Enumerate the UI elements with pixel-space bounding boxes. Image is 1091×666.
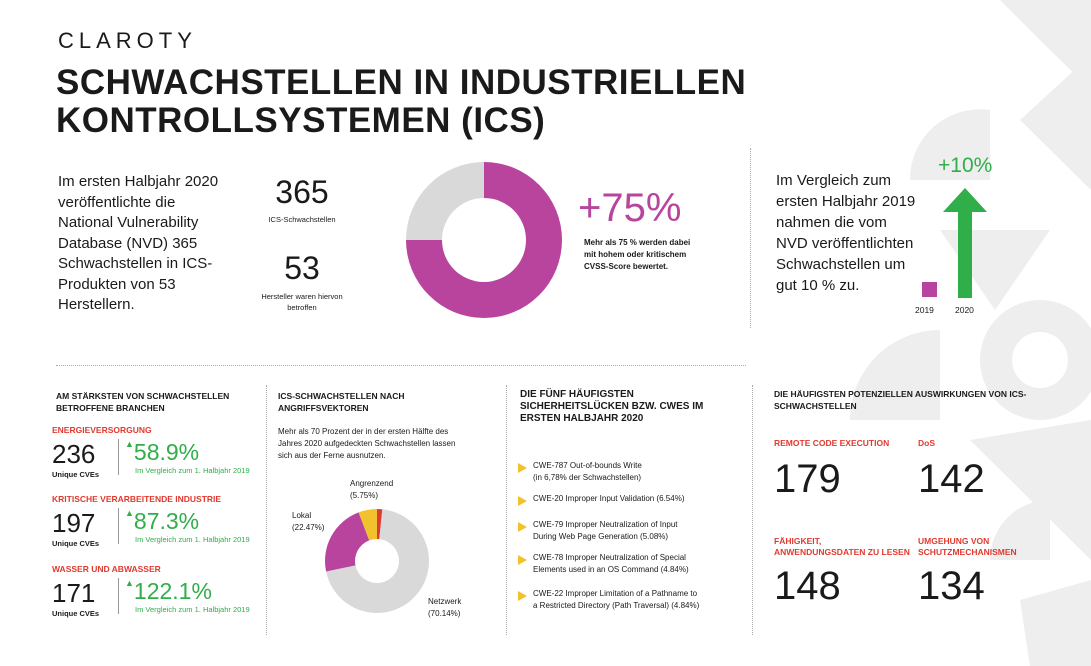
industry-unit: Unique CVEs bbox=[52, 470, 100, 479]
cwe-list: CWE-787 Out-of-bounds Write (in 6,78% der… bbox=[518, 460, 738, 612]
list-item: CWE-22 Improper Limitation of a Pathname… bbox=[518, 588, 738, 612]
industry-block-1: KRITISCHE VERARBEITENDE INDUSTRIE 197 Un… bbox=[52, 494, 262, 548]
cwe-line-2: (in 6,78% der Schwachstellen) bbox=[533, 473, 642, 482]
cwes-heading: DIE FÜNF HÄUFIGSTEN SICHERHEITSLÜCKEN BZ… bbox=[520, 389, 704, 424]
vectors-donut-chart bbox=[325, 509, 429, 613]
vendor-label: Hersteller waren hiervon betroffen bbox=[261, 292, 343, 312]
cwe-line-2: a Restricted Directory (Path Traversal) … bbox=[533, 601, 700, 610]
impact-label: REMOTE CODE EXECUTION bbox=[774, 438, 890, 448]
vuln-count: 365 bbox=[275, 174, 329, 210]
impact-value: 148 bbox=[774, 564, 841, 608]
cwe-line-1: CWE-79 Improper Neutralization of Input bbox=[533, 520, 678, 529]
intro-text: Im ersten Halbjahr 2020 veröffentlichte … bbox=[58, 173, 219, 313]
industry-note: Im Vergleich zum 1. Halbjahr 2019 bbox=[135, 535, 250, 544]
impact-dos: DoS 142 bbox=[918, 438, 1048, 502]
impacts-heading: DIE HÄUFIGSTEN POTENZIELLEN AUSWIRKUNGEN… bbox=[774, 389, 1027, 411]
cwe-line-1: CWE-22 Improper Limitation of a Pathname… bbox=[533, 589, 698, 598]
divider-vertical bbox=[752, 385, 753, 635]
list-item: CWE-78 Improper Neutralization of Specia… bbox=[518, 552, 738, 588]
slice-name: Angrenzend bbox=[350, 479, 394, 488]
chevron-right-icon bbox=[518, 522, 527, 532]
divider-horizontal bbox=[56, 365, 746, 366]
industry-name: WASSER UND ABWASSER bbox=[52, 564, 161, 574]
divider-vertical bbox=[266, 385, 267, 635]
cwe-line-2: During Web Page Generation (5.08%) bbox=[533, 532, 669, 541]
chevron-right-icon bbox=[518, 496, 527, 506]
up-arrow-icon: ▲ bbox=[125, 508, 134, 518]
donut-slice-high-critical bbox=[406, 162, 562, 318]
industry-count: 197 bbox=[52, 508, 96, 538]
vector-slice-lokal bbox=[325, 512, 370, 572]
chevron-right-icon bbox=[518, 463, 527, 473]
impact-rce: REMOTE CODE EXECUTION 179 bbox=[774, 438, 904, 502]
impact-label: FÄHIGKEIT, ANWENDUNGSDATEN ZU LESEN bbox=[774, 536, 910, 557]
industry-pct: 87.3% bbox=[133, 508, 200, 534]
bar-2020-arrow bbox=[943, 188, 987, 298]
up-arrow-icon: ▲ bbox=[125, 439, 134, 449]
cwe-line-2: Elements used in an OS Command (4.84%) bbox=[533, 565, 689, 574]
year-2019-label: 2019 bbox=[915, 305, 934, 315]
slice-label-netzwerk: Netzwerk (70.14%) bbox=[428, 596, 461, 620]
industry-unit: Unique CVEs bbox=[52, 539, 100, 548]
severity-donut-chart bbox=[406, 162, 562, 318]
vectors-text: Mehr als 70 Prozent der in der ersten Hä… bbox=[278, 427, 456, 460]
growth-bar-chart bbox=[922, 188, 987, 298]
title-line-1: SCHWACHSTELLEN IN INDUSTRIELLEN bbox=[56, 63, 747, 102]
impact-value: 134 bbox=[918, 564, 985, 608]
vector-slice-other bbox=[377, 509, 383, 540]
impact-label: UMGEHUNG VON SCHUTZMECHANISMEN bbox=[918, 536, 1017, 557]
industry-name: ENERGIEVERSORGUNG bbox=[52, 425, 152, 435]
up-arrow-icon: ▲ bbox=[125, 578, 134, 588]
impact-bypass: UMGEHUNG VON SCHUTZMECHANISMEN 134 bbox=[918, 536, 1038, 609]
slice-name: Lokal bbox=[292, 511, 312, 520]
impact-value: 142 bbox=[918, 457, 985, 501]
vector-slice-netzwerk bbox=[326, 509, 429, 613]
industry-note: Im Vergleich zum 1. Halbjahr 2019 bbox=[135, 605, 250, 614]
industry-block-0: ENERGIEVERSORGUNG 236 Unique CVEs ▲58.9%… bbox=[52, 425, 262, 479]
title-line-2: KONTROLLSYSTEMEN (ICS) bbox=[56, 101, 546, 140]
impact-read-data: FÄHIGKEIT, ANWENDUNGSDATEN ZU LESEN 148 bbox=[774, 536, 914, 609]
industry-pct: 58.9% bbox=[133, 439, 200, 465]
slice-pct: (22.47%) bbox=[292, 523, 325, 532]
vendor-count: 53 bbox=[284, 250, 320, 286]
divider-vertical bbox=[750, 148, 751, 328]
comparison-text: Im Vergleich zum ersten Halbjahr 2019 na… bbox=[776, 172, 916, 294]
cwe-line-1: CWE-20 Improper Input Validation (6.54%) bbox=[533, 494, 685, 503]
chevron-right-icon bbox=[518, 591, 527, 601]
slice-pct: (70.14%) bbox=[428, 609, 461, 618]
vuln-label: ICS-Schwachstellen bbox=[268, 215, 336, 224]
impact-value: 179 bbox=[774, 457, 841, 501]
impact-label: DoS bbox=[918, 438, 935, 448]
industry-name: KRITISCHE VERARBEITENDE INDUSTRIE bbox=[52, 494, 222, 504]
chevron-right-icon bbox=[518, 555, 527, 565]
cwe-line-1: CWE-787 Out-of-bounds Write bbox=[533, 461, 642, 470]
cwe-line-1: CWE-78 Improper Neutralization of Specia… bbox=[533, 553, 686, 562]
severity-note: Mehr als 75 % werden dabei mit hohem ode… bbox=[584, 238, 691, 271]
brand-logo: CLAROTY bbox=[58, 28, 197, 53]
slice-label-angrenzend: Angrenzend (5.75%) bbox=[350, 478, 393, 502]
industries-heading: AM STÄRKSTEN VON SCHWACHSTELLEN BETROFFE… bbox=[56, 391, 230, 413]
vectors-heading: ICS-SCHWACHSTELLEN NACH ANGRIFFSVEKTOREN bbox=[278, 391, 405, 413]
severity-pct: +75% bbox=[578, 186, 682, 230]
slice-pct: (5.75%) bbox=[350, 491, 379, 500]
list-item: CWE-20 Improper Input Validation (6.54%) bbox=[518, 493, 738, 519]
industry-count: 236 bbox=[52, 439, 96, 469]
slice-label-lokal: Lokal (22.47%) bbox=[292, 510, 324, 534]
industry-note: Im Vergleich zum 1. Halbjahr 2019 bbox=[135, 466, 250, 475]
year-2020-label: 2020 bbox=[955, 305, 974, 315]
divider-vertical bbox=[506, 385, 507, 635]
growth-pct: +10% bbox=[938, 154, 993, 177]
list-item: CWE-787 Out-of-bounds Write (in 6,78% der… bbox=[518, 460, 738, 493]
industry-pct: 122.1% bbox=[133, 578, 212, 604]
slice-name: Netzwerk bbox=[428, 597, 462, 606]
page-title: SCHWACHSTELLEN IN INDUSTRIELLEN KONTROLL… bbox=[56, 64, 776, 140]
industry-unit: Unique CVEs bbox=[52, 609, 100, 618]
vector-slice-angrenzend bbox=[358, 509, 377, 541]
industry-block-2: WASSER UND ABWASSER 171 Unique CVEs ▲122… bbox=[52, 564, 262, 618]
industry-count: 171 bbox=[52, 578, 96, 608]
donut-slice-other bbox=[406, 162, 484, 240]
bar-2019 bbox=[922, 282, 937, 297]
list-item: CWE-79 Improper Neutralization of Input D… bbox=[518, 519, 738, 552]
background-pattern bbox=[850, 0, 1091, 666]
